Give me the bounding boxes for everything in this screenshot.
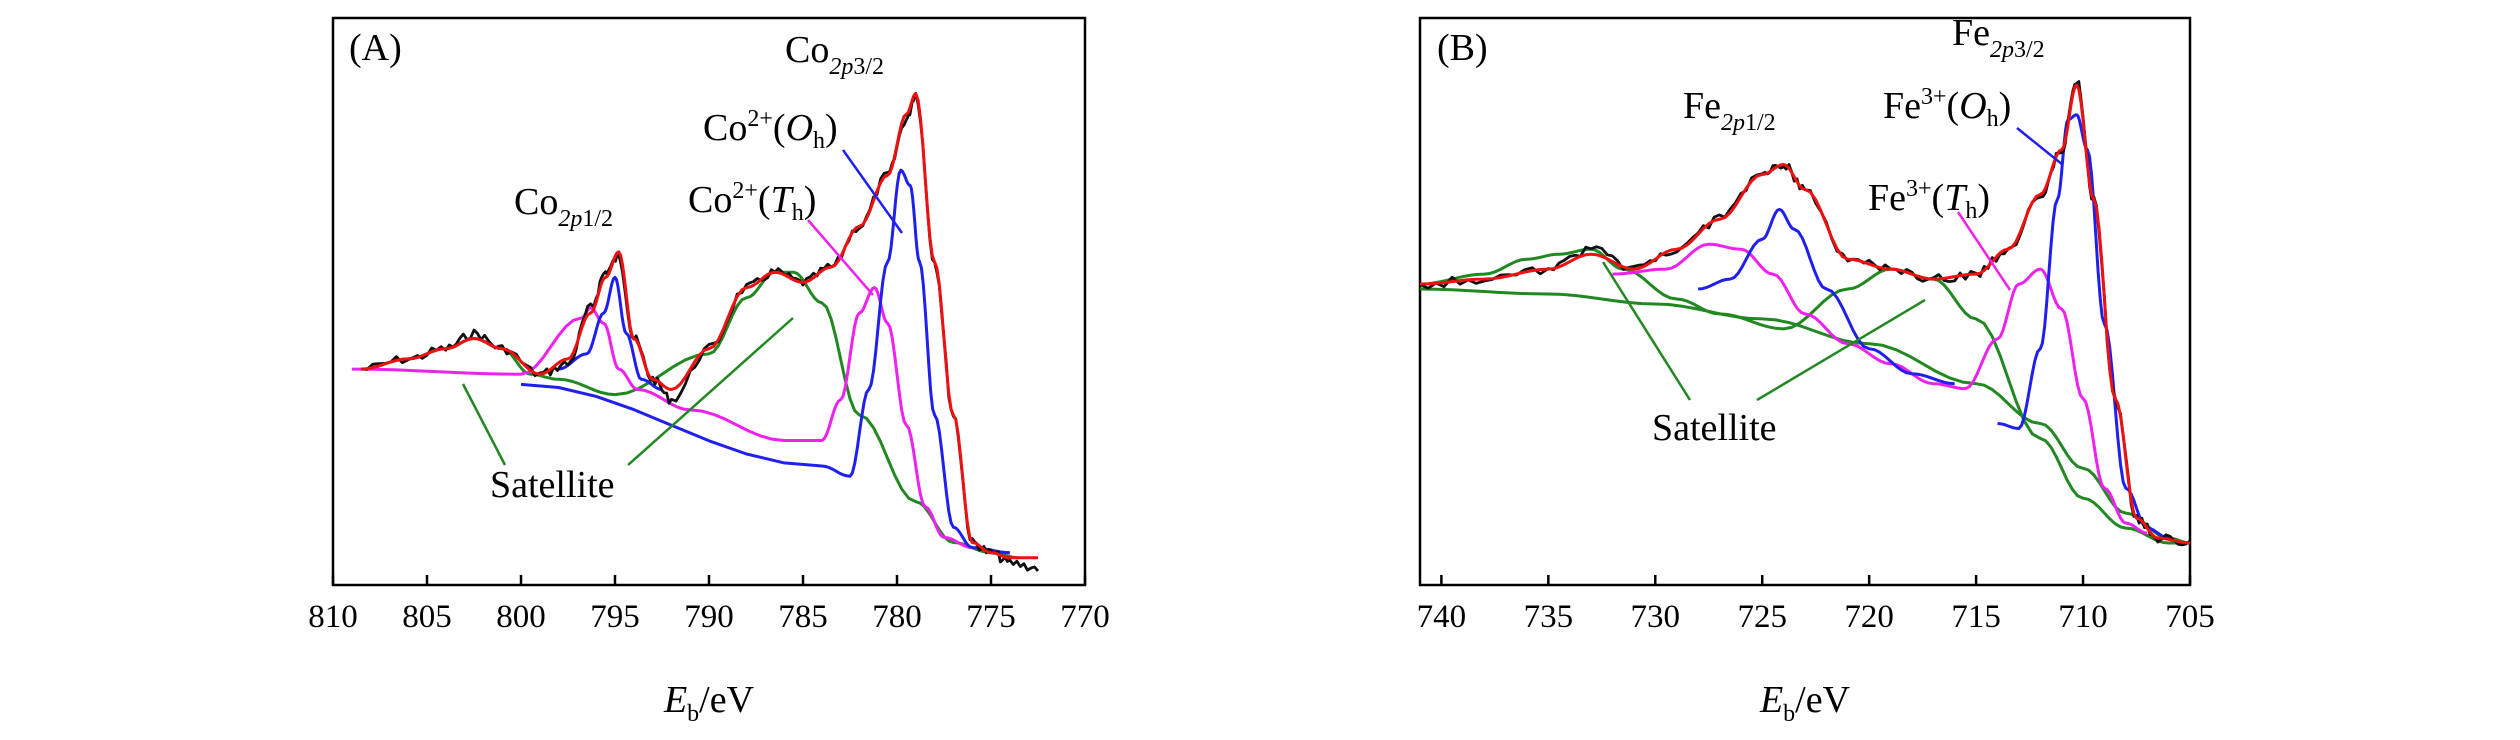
panel-b-x-tick-label-705: 705 xyxy=(2165,599,2215,635)
panel-a-anno-co-oh: Co2+(Oh) xyxy=(703,106,838,154)
panel-b-leader-oh xyxy=(2016,127,2064,166)
panel-a-anno-satellite: Satellite xyxy=(490,464,615,506)
panel-a-x-tick-label-805: 805 xyxy=(402,599,452,635)
panel-a-anno-co-2p12: Co2p1/2 xyxy=(514,181,613,232)
panel-b-x-tick-label-715: 715 xyxy=(1951,599,2001,635)
panel-b-x-tick-label-720: 720 xyxy=(1844,599,1894,635)
panel-a-x-tick-label-780: 780 xyxy=(872,599,922,635)
panel-a-series-envelope-fit xyxy=(361,92,1038,560)
panel-b-series-fe3-oh-peak xyxy=(1997,113,2169,540)
panel-b-series-fe-2p1-2-peak xyxy=(1697,207,1955,386)
panel-b-anno-fe-th: Fe3+(Th) xyxy=(1868,176,1990,224)
panel-a-leader-sat-1 xyxy=(461,383,507,466)
panel-b-series-envelope-fit xyxy=(1419,83,2191,545)
panel-b-x-tick-label-725: 725 xyxy=(1737,599,1787,635)
panel-a-series xyxy=(351,91,1040,572)
panel-b-x-tick-label-735: 735 xyxy=(1524,599,1574,635)
panel-a-series-co-2p1-2-oh-peak xyxy=(558,275,663,391)
panel-a-x-tick-label-785: 785 xyxy=(778,599,828,635)
panel-a-x-tick-label-770: 770 xyxy=(1060,599,1110,635)
panel-a-x-tick-label-790: 790 xyxy=(684,599,734,635)
panel-a-series-co2-th-component xyxy=(351,286,1010,555)
panel-b-series-baseline xyxy=(1419,287,2191,545)
panel-b-leader-sat-1 xyxy=(1601,261,1692,401)
panel-b-anno-fe-2p32: Fe2p3/2 xyxy=(1952,12,2045,63)
panel-b-x-tick-label-730: 730 xyxy=(1631,599,1681,635)
panel-a-leader-sat-2 xyxy=(627,317,794,466)
panel-b-leader-th xyxy=(1956,211,2012,291)
panel-b-series xyxy=(1419,80,2191,547)
panel-b-x-ticks: 740 735 730 725 720 715 710 705 xyxy=(1417,575,2215,635)
panel-a-label: (A) xyxy=(349,27,402,69)
panel-b-anno-fe-oh: Fe3+(Oh) xyxy=(1883,84,2011,132)
panel-b-x-tick-label-740: 740 xyxy=(1417,599,1467,635)
panel-b-frame xyxy=(1418,16,2192,587)
panel-a-leader-oh xyxy=(841,149,904,234)
panel-a-leader-th xyxy=(807,219,874,296)
panel-a-x-axis-title: Eb/eV xyxy=(663,679,755,727)
panel-a-x-tick-label-800: 800 xyxy=(496,599,546,635)
panel-b-series-fe3-th-fe-2p1-2-satellite-component xyxy=(1612,242,2148,535)
panel-a-anno-co-th: Co2+(Th) xyxy=(688,178,816,226)
panel-b-x-axis-title: Eb/eV xyxy=(1759,679,1851,727)
panel-b: 740 735 730 725 720 715 710 705 (B) Fe2p3/2 Fe3… xyxy=(1417,12,2215,727)
panel-b-label: (B) xyxy=(1437,27,1488,69)
panel-b-anno-fe-2p12: Fe2p1/2 xyxy=(1683,85,1776,136)
panel-b-leader-sat-2 xyxy=(1756,298,1926,402)
panel-a-x-ticks: 810 805 800 795 790 785 780 775 770 xyxy=(308,575,1110,635)
panel-a-series-co-2p3-2-oh-peak xyxy=(520,168,1010,555)
panel-b-x-tick-label-710: 710 xyxy=(2058,599,2108,635)
panel-a-x-tick-label-775: 775 xyxy=(966,599,1016,635)
panel-b-series-satellite-and-background xyxy=(1419,247,2190,545)
panel-a-anno-co-2p32: Co2p3/2 xyxy=(785,29,884,80)
panel-a-x-tick-label-795: 795 xyxy=(590,599,640,635)
panel-a-series-satellite-and-background xyxy=(361,270,1020,560)
panel-a-x-tick-label-810: 810 xyxy=(308,599,358,635)
panel-a: 810 805 800 795 790 785 780 775 770 (A) Co2p3/2 … xyxy=(308,16,1110,727)
panel-b-anno-satellite: Satellite xyxy=(1652,407,1777,449)
panel-a-series-measured-spectrum xyxy=(361,91,1040,572)
panel-a-frame xyxy=(331,16,1087,587)
